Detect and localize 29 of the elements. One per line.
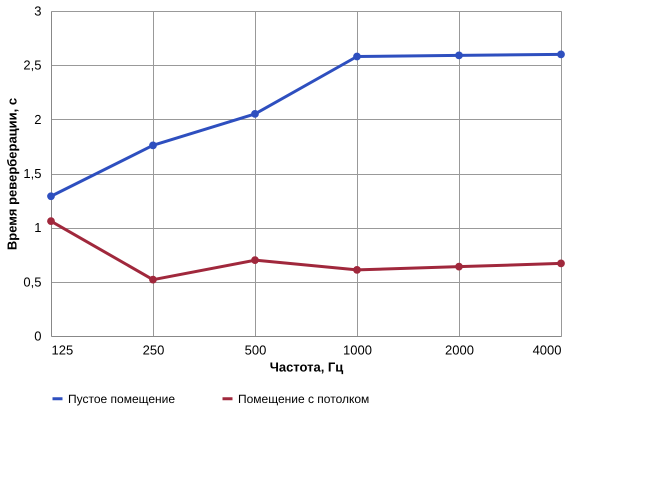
point xyxy=(47,217,55,226)
x-tick-label: 2000 xyxy=(445,342,474,358)
y-tick-label: 2 xyxy=(34,112,42,127)
x-tick-label: 4000 xyxy=(532,342,562,358)
point xyxy=(557,50,565,58)
x-tick-label: 500 xyxy=(244,342,266,358)
point xyxy=(251,110,259,118)
point xyxy=(149,276,157,284)
x-axis-title: Частота, Гц xyxy=(270,360,344,374)
y-tick-label: 3 xyxy=(34,4,42,18)
y-tick-label: 0 xyxy=(34,328,42,344)
point xyxy=(353,52,361,60)
point xyxy=(353,266,361,274)
y-axis-title: Время реверберации, с xyxy=(4,98,20,250)
y-tick-label: 1 xyxy=(34,220,42,236)
point xyxy=(455,262,463,271)
x-tick-label: 125 xyxy=(52,342,74,358)
legend-label: Помещение с потолком xyxy=(238,392,370,406)
y-tick-label: 2,5 xyxy=(23,58,42,73)
x-tick-label: 1000 xyxy=(343,342,372,358)
point xyxy=(251,256,259,264)
legend-label: Пустое помещение xyxy=(68,392,176,406)
point xyxy=(149,141,157,150)
y-tick-label: 1,5 xyxy=(23,166,42,181)
y-tick-label: 0,5 xyxy=(23,274,42,290)
point xyxy=(455,52,463,60)
x-tick-label: 250 xyxy=(142,342,164,358)
point xyxy=(47,192,55,200)
point xyxy=(557,260,565,268)
